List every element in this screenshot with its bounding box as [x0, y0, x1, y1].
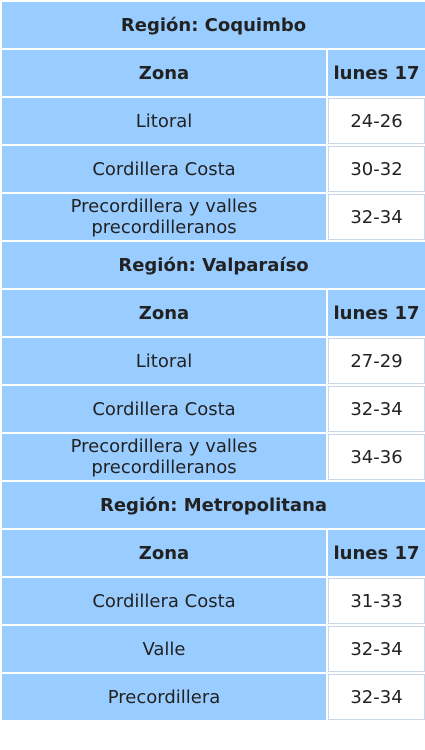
zone-column-header: Zona — [2, 50, 326, 96]
table-row: Cordillera Costa 32-34 — [2, 386, 425, 432]
region-title: Región: Valparaíso — [2, 242, 425, 288]
table-row: Valle 32-34 — [2, 626, 425, 672]
column-header-row: Zona lunes 17 — [2, 290, 425, 336]
temperature-range: 32-34 — [328, 386, 425, 432]
temperature-range: 24-26 — [328, 98, 425, 144]
zone-name: Precordillera — [2, 674, 326, 720]
zone-name: Precordillera y valles precordilleranos — [2, 434, 326, 480]
region-header-row: Región: Valparaíso — [2, 242, 425, 288]
table-row: Cordillera Costa 30-32 — [2, 146, 425, 192]
forecast-table: Región: Coquimbo Zona lunes 17 Litoral 2… — [2, 2, 425, 720]
zone-name: Litoral — [2, 338, 326, 384]
temperature-range: 32-34 — [328, 626, 425, 672]
temperature-range: 30-32 — [328, 146, 425, 192]
temperature-range: 27-29 — [328, 338, 425, 384]
table-row: Litoral 27-29 — [2, 338, 425, 384]
table-row: Litoral 24-26 — [2, 98, 425, 144]
zone-name: Cordillera Costa — [2, 386, 326, 432]
zone-name: Litoral — [2, 98, 326, 144]
zone-column-header: Zona — [2, 530, 326, 576]
zone-name: Precordillera y valles precordilleranos — [2, 194, 326, 240]
region-title: Región: Metropolitana — [2, 482, 425, 528]
table-row: Cordillera Costa 31-33 — [2, 578, 425, 624]
temperature-range: 31-33 — [328, 578, 425, 624]
temperature-range: 32-34 — [328, 674, 425, 720]
zone-name: Cordillera Costa — [2, 578, 326, 624]
column-header-row: Zona lunes 17 — [2, 530, 425, 576]
day-column-header: lunes 17 — [328, 290, 425, 336]
zone-name: Cordillera Costa — [2, 146, 326, 192]
day-column-header: lunes 17 — [328, 50, 425, 96]
table-row: Precordillera y valles precordilleranos … — [2, 434, 425, 480]
region-header-row: Región: Metropolitana — [2, 482, 425, 528]
zone-column-header: Zona — [2, 290, 326, 336]
temperature-range: 32-34 — [328, 194, 425, 240]
table-row: Precordillera y valles precordilleranos … — [2, 194, 425, 240]
zone-name: Valle — [2, 626, 326, 672]
region-header-row: Región: Coquimbo — [2, 2, 425, 48]
temperature-range: 34-36 — [328, 434, 425, 480]
column-header-row: Zona lunes 17 — [2, 50, 425, 96]
table-row: Precordillera 32-34 — [2, 674, 425, 720]
day-column-header: lunes 17 — [328, 530, 425, 576]
region-title: Región: Coquimbo — [2, 2, 425, 48]
